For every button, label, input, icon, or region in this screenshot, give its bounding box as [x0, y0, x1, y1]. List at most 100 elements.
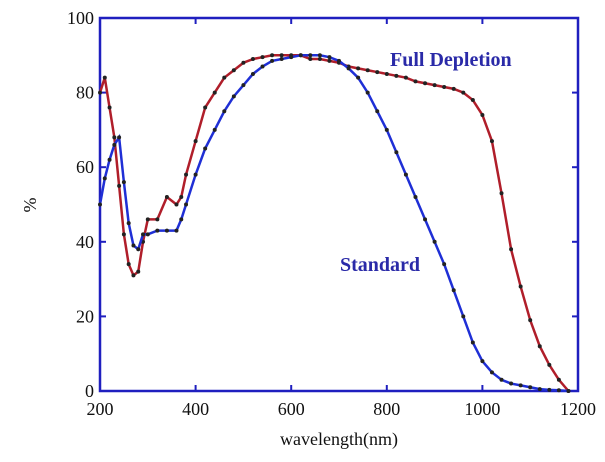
data-point	[241, 83, 246, 88]
data-point	[317, 53, 322, 58]
data-point	[231, 68, 236, 73]
x-tick-label: 1000	[464, 399, 500, 419]
data-point	[365, 68, 370, 73]
x-tick-label: 200	[87, 399, 114, 419]
data-point	[509, 381, 514, 386]
data-point	[403, 75, 408, 80]
data-point	[112, 142, 117, 147]
data-point	[102, 75, 107, 80]
data-point	[451, 86, 456, 91]
y-tick-label: 80	[76, 83, 94, 103]
data-point	[413, 79, 418, 84]
series-line	[98, 54, 570, 392]
data-point	[327, 58, 332, 63]
y-tick-label: 40	[76, 232, 94, 252]
data-point	[442, 85, 447, 90]
data-point	[375, 70, 380, 75]
data-point	[317, 57, 322, 62]
data-point	[164, 228, 169, 233]
data-point	[193, 172, 198, 177]
data-point	[184, 172, 189, 177]
data-point	[528, 385, 533, 390]
y-axis-label: %	[20, 198, 40, 213]
data-point	[141, 232, 146, 237]
data-point	[547, 362, 552, 367]
data-point	[112, 135, 117, 140]
data-point	[102, 176, 107, 181]
series-label: Full Depletion	[390, 49, 512, 71]
x-tick-label: 400	[182, 399, 209, 419]
data-point	[260, 64, 265, 69]
data-point	[509, 247, 514, 252]
x-tick-label: 1200	[560, 399, 596, 419]
data-point	[117, 183, 122, 188]
data-point	[547, 387, 552, 392]
data-point	[270, 58, 275, 63]
data-point	[222, 109, 227, 114]
x-tick-label: 600	[278, 399, 305, 419]
data-point	[442, 262, 447, 267]
data-point	[121, 180, 126, 185]
data-point	[556, 377, 561, 382]
data-point	[413, 195, 418, 200]
data-point	[98, 202, 102, 207]
data-point	[537, 387, 542, 392]
data-point	[179, 195, 184, 200]
y-tick-label: 100	[67, 8, 94, 28]
data-point	[470, 340, 475, 345]
data-point	[394, 73, 399, 78]
data-point	[126, 262, 131, 267]
data-point	[518, 383, 523, 388]
data-point	[461, 314, 466, 319]
data-point	[289, 55, 294, 60]
data-point	[394, 150, 399, 155]
data-point	[432, 239, 437, 244]
data-point	[107, 105, 112, 110]
y-tick-label: 60	[76, 157, 94, 177]
plot-frame	[98, 16, 580, 393]
data-point	[131, 273, 136, 278]
series-line	[98, 54, 569, 393]
data-point	[222, 75, 227, 80]
data-point	[337, 58, 341, 63]
data-point	[279, 57, 284, 62]
data-point	[480, 112, 485, 117]
data-point	[499, 377, 504, 382]
data-point	[423, 81, 428, 86]
data-point	[489, 370, 494, 375]
data-point	[499, 191, 504, 196]
data-point	[212, 127, 217, 132]
data-point	[184, 202, 189, 207]
y-tick-label: 20	[76, 306, 94, 326]
data-point	[155, 228, 160, 233]
data-point	[279, 53, 284, 58]
data-point	[164, 195, 169, 200]
data-point	[403, 172, 408, 177]
data-point	[98, 90, 102, 95]
data-point	[432, 83, 437, 88]
data-point	[260, 55, 265, 60]
data-point	[145, 232, 150, 237]
data-point	[489, 139, 494, 144]
x-tick-label: 800	[373, 399, 400, 419]
data-point	[556, 388, 561, 393]
data-point	[193, 139, 198, 144]
data-point	[346, 66, 351, 71]
data-point	[480, 359, 485, 364]
data-point	[136, 247, 141, 252]
data-point	[537, 344, 542, 349]
x-axis-label: wavelength(nm)	[280, 429, 398, 450]
data-point	[423, 217, 428, 222]
data-point	[203, 146, 208, 151]
data-point	[131, 243, 136, 248]
data-point	[117, 135, 122, 140]
data-point	[384, 127, 389, 132]
data-point	[518, 284, 523, 289]
data-point	[179, 217, 184, 222]
data-point	[270, 53, 275, 58]
data-point	[461, 90, 466, 95]
data-point	[566, 389, 571, 393]
data-point	[308, 57, 313, 62]
data-point	[308, 53, 313, 58]
